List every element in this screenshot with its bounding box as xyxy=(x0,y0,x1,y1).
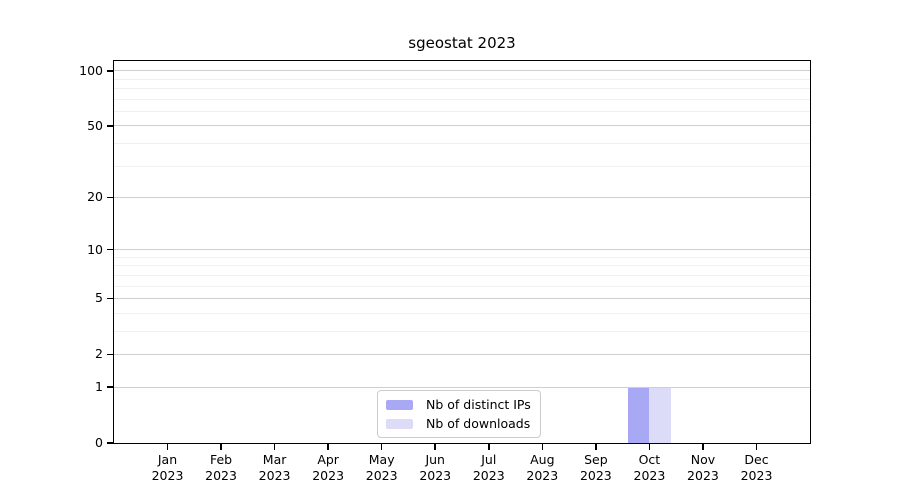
minor-gridline xyxy=(114,274,810,276)
y-axis-tick xyxy=(106,386,113,388)
x-tick-label: Aug 2023 xyxy=(526,452,558,483)
x-tick-month: Mar xyxy=(262,452,287,467)
y-tick-label: 100 xyxy=(79,62,103,78)
y-tick-label: 10 xyxy=(87,241,103,257)
major-gridline xyxy=(114,125,810,127)
x-tick-label: Sep 2023 xyxy=(580,452,612,483)
x-axis-tick xyxy=(434,443,436,450)
y-axis-tick xyxy=(106,442,113,444)
x-tick-year: 2023 xyxy=(151,467,184,483)
minor-gridline xyxy=(114,110,810,112)
x-axis-tick xyxy=(380,443,383,450)
y-tick-label: 1 xyxy=(95,379,103,395)
x-tick-label: Jul 2023 xyxy=(473,452,505,483)
x-tick-label: Dec 2023 xyxy=(741,452,773,483)
x-tick-label: Jan 2023 xyxy=(152,452,184,483)
minor-gridline xyxy=(114,256,810,258)
major-gridline xyxy=(114,70,810,72)
x-tick-month: Dec xyxy=(744,452,769,467)
minor-gridline xyxy=(114,98,810,100)
x-tick-month: Jan xyxy=(157,452,178,467)
bar-distinct-ips xyxy=(627,387,650,443)
x-axis-tick xyxy=(702,443,704,450)
x-tick-label: Feb 2023 xyxy=(205,452,237,483)
y-axis-tick xyxy=(106,248,113,251)
x-tick-label: Oct 2023 xyxy=(634,452,666,483)
x-tick-label: May 2023 xyxy=(366,452,398,483)
x-tick-month: May xyxy=(368,452,395,467)
x-axis-tick xyxy=(541,443,544,450)
x-tick-month: Apr xyxy=(317,452,339,467)
legend-swatch-downloads xyxy=(386,418,413,429)
y-tick-label: 5 xyxy=(95,290,103,306)
minor-gridline xyxy=(114,142,810,144)
major-gridline xyxy=(114,297,810,299)
x-tick-label: Jun 2023 xyxy=(419,452,451,483)
x-tick-label: Mar 2023 xyxy=(259,452,291,483)
legend-swatch-distinct-ips xyxy=(386,399,413,410)
x-axis-tick xyxy=(488,443,490,450)
legend-item-downloads: Nb of downloads xyxy=(386,416,531,431)
y-tick-label: 20 xyxy=(87,189,103,205)
y-tick-label: 0 xyxy=(95,435,103,450)
minor-gridline xyxy=(114,88,810,90)
x-tick-month: Nov xyxy=(690,452,716,467)
x-tick-year: 2023 xyxy=(633,467,666,483)
x-tick-month: Jun xyxy=(425,452,445,467)
legend-label-distinct-ips: Nb of distinct IPs xyxy=(426,397,531,412)
x-axis-tick xyxy=(327,443,329,450)
minor-gridline xyxy=(114,312,810,314)
x-axis-tick xyxy=(595,443,597,450)
x-axis-tick xyxy=(220,443,222,450)
y-tick-label: 2 xyxy=(95,346,103,362)
x-axis-tick xyxy=(755,443,758,450)
minor-gridline xyxy=(114,265,810,267)
legend: Nb of distinct IPs Nb of downloads xyxy=(377,390,541,438)
minor-gridline xyxy=(114,165,810,167)
x-tick-label: Apr 2023 xyxy=(312,452,344,483)
x-tick-year: 2023 xyxy=(258,467,291,483)
x-tick-year: 2023 xyxy=(312,467,345,483)
chart-title: sgeostat 2023 xyxy=(408,34,516,52)
major-gridline xyxy=(114,196,810,198)
minor-gridline xyxy=(114,330,810,332)
x-axis-tick xyxy=(648,443,651,450)
y-axis-tick xyxy=(106,125,113,127)
x-tick-year: 2023 xyxy=(365,467,398,483)
major-gridline xyxy=(114,386,810,388)
x-tick-year: 2023 xyxy=(579,467,612,483)
x-tick-label: Nov 2023 xyxy=(687,452,719,483)
minor-gridline xyxy=(114,78,810,80)
x-tick-year: 2023 xyxy=(472,467,505,483)
plot-area: Dec 2023 Nov 2023 Oct 2023 Sep 2023 Aug 2023 Jul 20… xyxy=(79,60,811,483)
legend-label-downloads: Nb of downloads xyxy=(426,416,531,431)
x-axis-tick xyxy=(273,443,276,450)
x-tick-year: 2023 xyxy=(740,467,773,483)
y-axis-tick xyxy=(106,297,113,300)
bar-downloads xyxy=(649,387,671,443)
x-tick-month: Jul xyxy=(481,452,497,467)
y-axis-tick xyxy=(106,196,113,199)
legend-item-distinct-ips: Nb of distinct IPs xyxy=(386,397,531,412)
x-axis-tick xyxy=(166,443,169,450)
major-gridline xyxy=(114,249,810,251)
x-tick-year: 2023 xyxy=(526,467,559,483)
x-tick-year: 2023 xyxy=(687,467,719,483)
x-tick-month: Aug xyxy=(530,452,555,467)
minor-gridline xyxy=(114,285,810,287)
y-axis-tick xyxy=(106,70,113,72)
y-tick-label: 50 xyxy=(87,117,103,133)
x-tick-month: Sep xyxy=(584,452,608,467)
x-tick-year: 2023 xyxy=(205,467,237,483)
x-tick-year: 2023 xyxy=(419,467,452,483)
x-tick-month: Oct xyxy=(638,452,661,467)
major-gridline xyxy=(114,353,810,355)
y-axis-tick xyxy=(106,353,113,356)
x-tick-month: Feb xyxy=(209,452,233,467)
